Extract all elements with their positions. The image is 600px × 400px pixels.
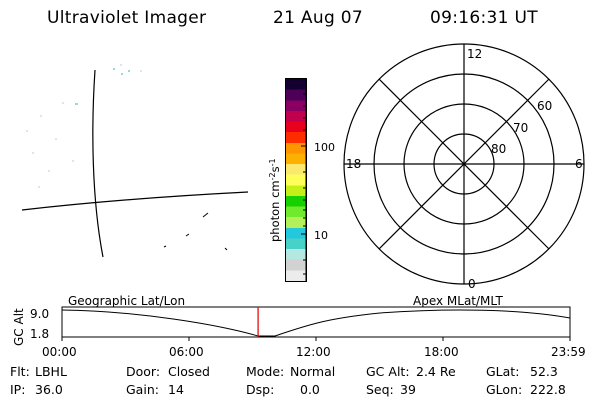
mode-label: Mode:	[246, 364, 285, 379]
ip-label: IP:	[10, 382, 26, 397]
lat-label-80: 80	[491, 142, 506, 156]
timeline-tick-label-0: 00:00	[42, 345, 77, 359]
timeline-y-min: 1.8	[30, 327, 49, 341]
gain-label: Gain:	[126, 382, 159, 397]
glon-value: 222.8	[530, 382, 566, 397]
instrument-title: Ultraviolet Imager	[47, 8, 207, 28]
glon-label: GLon:	[486, 382, 523, 397]
timeline-tick-label-4: 23:59	[551, 345, 586, 359]
timeline-tick-label-3: 18:00	[424, 345, 459, 359]
mlt-label-12: 12	[467, 47, 482, 61]
timeline-tick-label-1: 06:00	[169, 345, 204, 359]
door-label: Door:	[126, 364, 161, 379]
lat-label-70: 70	[513, 121, 528, 135]
dsp-label: Dsp:	[246, 382, 275, 397]
lat-label-60: 60	[537, 99, 552, 113]
colorbar	[285, 78, 307, 282]
timeline-y-axis-label: GC Alt	[12, 308, 26, 346]
ip-value: 36.0	[35, 382, 63, 397]
observation-date: 21 Aug 07	[273, 8, 363, 28]
seq-label: Seq:	[366, 382, 394, 397]
timeline-left-label: Geographic Lat/Lon	[68, 294, 185, 308]
dsp-value: 0.0	[300, 382, 320, 397]
mlt-label-18: 18	[346, 157, 361, 171]
gc-altitude-curve	[61, 309, 571, 337]
mode-value: Normal	[290, 364, 336, 379]
filter-label: Flt:	[10, 364, 30, 379]
mlt-label-0: 0	[468, 277, 476, 291]
mlt-label-6: 6	[575, 157, 583, 171]
gain-value: 14	[168, 382, 184, 397]
polar-diagonal-2	[378, 78, 550, 250]
gc-alt-value: 2.4 Re	[416, 364, 456, 379]
timeline-y-max: 9.0	[30, 307, 49, 321]
glat-value: 52.3	[530, 364, 558, 379]
door-value: Closed	[168, 364, 210, 379]
timeline-right-label: Apex MLat/MLT	[413, 294, 503, 308]
timeline-frame	[61, 306, 571, 338]
glat-label: GLat:	[486, 364, 520, 379]
observation-time: 09:16:31 UT	[430, 8, 538, 28]
gc-alt-label: GC Alt:	[366, 364, 410, 379]
seq-value: 39	[400, 382, 416, 397]
filter-value: LBHL	[35, 364, 67, 379]
colorbar-gradient	[285, 78, 307, 282]
timeline-tick-label-2: 12:00	[296, 345, 331, 359]
